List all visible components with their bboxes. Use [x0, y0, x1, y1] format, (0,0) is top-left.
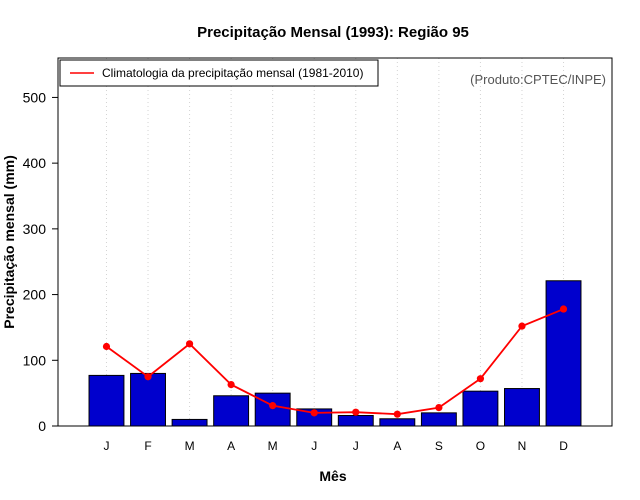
climatology-point	[102, 342, 111, 351]
climatology-series	[102, 305, 568, 418]
y-tick-label: 300	[23, 221, 47, 237]
x-tick-label: F	[144, 439, 151, 453]
bar-m-5	[254, 392, 291, 427]
bar-o-10	[462, 390, 499, 427]
x-tick-label: O	[476, 439, 485, 453]
x-tick-label: D	[559, 439, 568, 453]
y-axis: 0 100 200 300 400 500	[23, 89, 59, 434]
credit-text: (Produto:CPTEC/INPE)	[470, 72, 606, 87]
climatology-point	[393, 410, 401, 418]
x-tick-label: J	[103, 439, 109, 453]
climatology-point	[559, 305, 568, 313]
climatology-point	[144, 373, 152, 381]
x-tick-label: A	[227, 439, 235, 453]
x-tick-label: J	[353, 439, 359, 453]
y-axis-label: Precipitação mensal (mm)	[1, 155, 17, 329]
y-tick-label: 100	[23, 352, 47, 368]
bar-j-1	[88, 374, 125, 427]
y-tick-label: 500	[23, 89, 47, 105]
climatology-point	[227, 381, 235, 389]
bar-s-9	[420, 412, 457, 427]
chart-title: Precipitação Mensal (1993): Região 95	[197, 24, 469, 41]
bar-n-11	[504, 388, 540, 427]
x-tick-label: S	[435, 439, 443, 453]
y-tick-label: 0	[38, 418, 46, 434]
climatology-point	[310, 409, 318, 417]
x-tick-label: A	[393, 439, 401, 453]
bar-m-3	[171, 418, 208, 427]
climatology-point	[269, 402, 277, 410]
legend-box	[59, 59, 379, 87]
bar-f-2	[130, 372, 166, 427]
x-tick-label: N	[518, 439, 527, 453]
legend: Climatologia da precipitação mensal (198…	[59, 59, 379, 87]
bar-a-8	[379, 418, 416, 427]
y-tick-label: 200	[23, 287, 47, 303]
x-axis-label: Mês	[319, 468, 346, 484]
y-tick-label: 400	[23, 155, 47, 171]
grid	[105, 58, 565, 426]
climatology-point	[476, 375, 485, 383]
climatology-point	[185, 340, 194, 348]
x-tick-label: M	[268, 439, 278, 453]
legend-label: Climatologia da precipitação mensal (198…	[102, 66, 363, 80]
bar-d-12	[545, 280, 582, 427]
bars	[88, 280, 582, 427]
climatology-point	[518, 322, 526, 330]
climatology-point	[435, 404, 443, 412]
climatology-point	[352, 408, 360, 416]
bar-a-4	[213, 395, 250, 427]
x-tick-label: M	[185, 439, 195, 453]
x-tick-label: J	[311, 439, 317, 453]
bar-j-7	[337, 414, 374, 427]
climatology-line	[105, 308, 564, 416]
